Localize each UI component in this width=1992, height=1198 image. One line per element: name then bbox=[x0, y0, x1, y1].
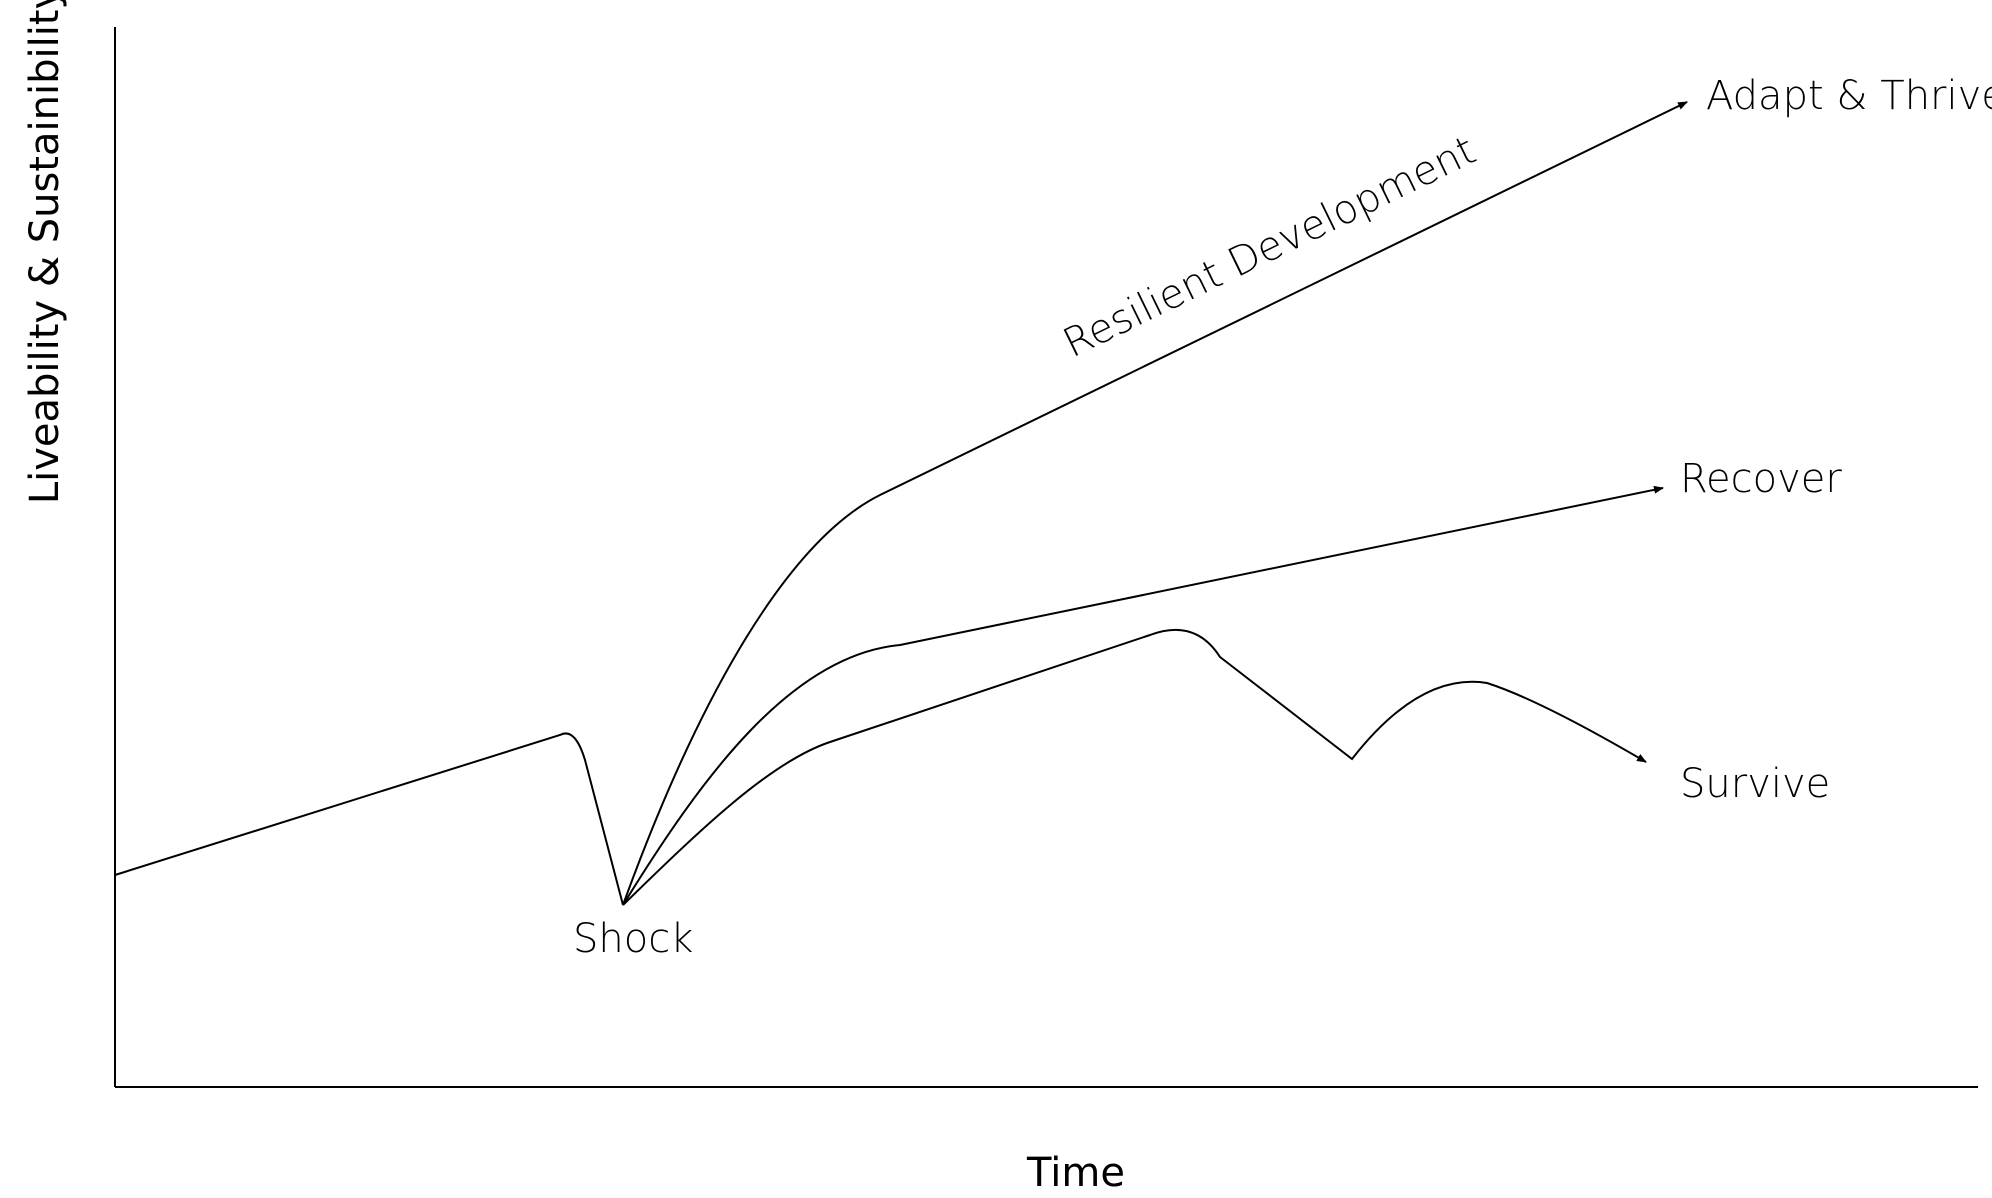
adapt-thrive-label: Adapt & Thrive bbox=[1706, 73, 1992, 119]
x-axis-title: Time bbox=[1026, 1150, 1125, 1196]
y-axis-title: Liveability & Sustainibility bbox=[22, 0, 68, 504]
pre-shock-curve bbox=[114, 732, 624, 906]
survive-curve bbox=[622, 628, 1647, 906]
adapt-thrive-curve bbox=[622, 101, 1688, 906]
shock-label: Shock bbox=[573, 916, 693, 962]
recover-curve bbox=[622, 485, 1664, 906]
resilient-development-label: Resilient Development bbox=[1056, 127, 1483, 367]
recover-label: Recover bbox=[1680, 456, 1842, 502]
survive-label: Survive bbox=[1680, 761, 1830, 807]
